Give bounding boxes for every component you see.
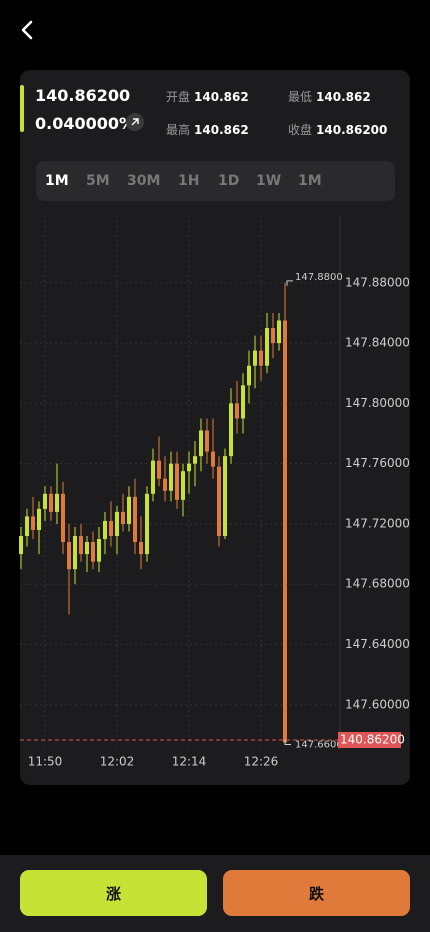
candle-body bbox=[85, 542, 89, 555]
candle-body bbox=[103, 520, 107, 540]
candle-body bbox=[127, 496, 131, 524]
candle-body bbox=[265, 328, 269, 366]
marker bbox=[284, 739, 291, 745]
high-label: 147.8800 bbox=[295, 272, 343, 283]
marker bbox=[286, 280, 293, 286]
timeframe[interactable]: 1W bbox=[256, 173, 282, 189]
y-tick-label: 147.64000 bbox=[345, 637, 410, 651]
buy-button[interactable]: 涨 bbox=[20, 870, 207, 916]
candle-body bbox=[73, 536, 77, 570]
back-button[interactable] bbox=[18, 18, 38, 42]
y-tick-label: 147.60000 bbox=[345, 697, 410, 711]
candle-body bbox=[259, 350, 263, 366]
candle-body bbox=[199, 430, 203, 457]
timeframe-bar bbox=[36, 161, 395, 201]
candle-body bbox=[223, 456, 227, 536]
stat: 最低 140.862 bbox=[288, 90, 371, 104]
y-tick-label: 147.84000 bbox=[345, 336, 410, 350]
candle-body bbox=[19, 536, 23, 555]
y-tick-label: 147.80000 bbox=[345, 396, 410, 410]
candle-body bbox=[37, 508, 41, 530]
timeframe[interactable]: 1M bbox=[298, 173, 322, 189]
candle-body bbox=[61, 493, 65, 543]
candle-body bbox=[109, 520, 113, 536]
candle-body bbox=[31, 516, 35, 530]
candle-body bbox=[253, 350, 257, 366]
last-price-box bbox=[338, 732, 401, 748]
x-tick-label: 12:26 bbox=[244, 755, 279, 769]
candle-body bbox=[97, 539, 101, 562]
stat: 开盘 140.862 bbox=[166, 90, 249, 104]
candle-body bbox=[25, 516, 29, 536]
candle-body bbox=[205, 430, 209, 452]
candle-body bbox=[181, 471, 185, 500]
candle-body bbox=[43, 493, 47, 509]
y-tick-label: 147.76000 bbox=[345, 456, 410, 470]
candle-body bbox=[187, 463, 191, 472]
change: 0.040000% bbox=[35, 114, 136, 133]
timeframe[interactable]: 1M bbox=[45, 173, 69, 189]
timeframe[interactable]: 5M bbox=[86, 173, 110, 189]
sell-button[interactable]: 跌 bbox=[223, 870, 410, 916]
candle-body bbox=[211, 451, 215, 467]
chart: 147.60000 147.64000 147.68000 147.72000 147.… bbox=[19, 215, 410, 769]
timeframe[interactable]: 30M bbox=[127, 173, 161, 189]
candle-body bbox=[277, 320, 281, 344]
candle-body bbox=[169, 463, 173, 491]
candle-body bbox=[157, 460, 161, 479]
candle-body bbox=[79, 536, 83, 555]
low-label: 147.66000 bbox=[295, 739, 349, 750]
candle-body bbox=[49, 493, 53, 512]
candle-body bbox=[241, 385, 245, 419]
timeframe[interactable]: 1D bbox=[218, 173, 240, 189]
candle-body bbox=[139, 542, 143, 555]
last-price-label: 140.86200 bbox=[340, 733, 405, 747]
candle-body bbox=[133, 496, 137, 543]
x-tick-label: 12:14 bbox=[172, 755, 207, 769]
price-indicator bbox=[20, 85, 24, 132]
y-tick-label: 147.68000 bbox=[345, 577, 410, 591]
candle-body bbox=[115, 511, 119, 536]
y-tick-label: 147.88000 bbox=[345, 275, 410, 289]
candle-body bbox=[121, 511, 125, 524]
stat: 收盘 140.86200 bbox=[288, 123, 388, 137]
candle-body bbox=[145, 493, 149, 555]
candle-body bbox=[67, 542, 71, 570]
candle-body bbox=[271, 328, 275, 344]
candle-body bbox=[229, 403, 233, 457]
candle-body bbox=[217, 466, 221, 536]
price: 140.86200 bbox=[35, 86, 131, 105]
arrow-icon[interactable] bbox=[125, 112, 145, 132]
candle-body bbox=[55, 493, 59, 512]
candle-body bbox=[283, 320, 287, 743]
candle-body bbox=[175, 463, 179, 500]
candle-body bbox=[247, 365, 251, 386]
candle-body bbox=[235, 403, 239, 419]
timeframe[interactable]: 1H bbox=[178, 173, 200, 189]
candle-body bbox=[91, 542, 95, 562]
y-tick-label: 147.72000 bbox=[345, 516, 410, 530]
candle-body bbox=[193, 456, 197, 464]
x-tick-label: 11:50 bbox=[28, 755, 63, 769]
stat: 最高 140.862 bbox=[166, 123, 249, 137]
x-tick-label: 12:02 bbox=[100, 755, 135, 769]
candle-body bbox=[163, 478, 167, 491]
candle-body bbox=[151, 460, 155, 494]
